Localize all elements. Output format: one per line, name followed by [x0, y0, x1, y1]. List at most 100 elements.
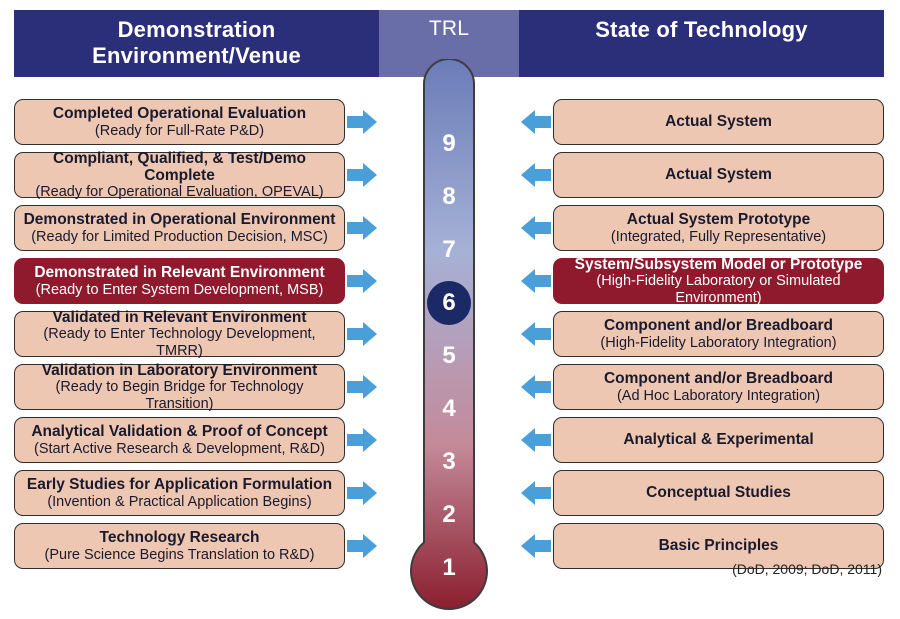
- trl-numbers: 9 8 7 6 5 4 3 2 1: [379, 121, 519, 591]
- left-box-title: Technology Research: [21, 529, 338, 546]
- left-row: Demonstrated in Operational Environment …: [14, 205, 379, 251]
- left-box-title: Compliant, Qualified, & Test/Demo Comple…: [21, 150, 338, 185]
- left-box-sub: (Ready for Limited Production Decision, …: [21, 229, 338, 245]
- arrow-left-icon: [519, 258, 553, 304]
- right-box: Conceptual Studies: [553, 470, 884, 516]
- right-row: Actual System: [519, 99, 884, 145]
- arrow-left-icon: [519, 417, 553, 463]
- right-box-title: Analytical & Experimental: [560, 431, 877, 448]
- left-box-title: Validation in Laboratory Environment: [21, 362, 338, 379]
- left-box-sub: (Invention & Practical Application Begin…: [21, 494, 338, 510]
- arrow-right-icon: [345, 99, 379, 145]
- left-box-sub: (Ready for Full-Rate P&D): [21, 123, 338, 139]
- right-column: Actual System Actual System Actual Syste…: [519, 99, 884, 569]
- header-right: State of Technology: [519, 10, 884, 77]
- right-box-title: Actual System Prototype: [560, 211, 877, 228]
- arrow-right-icon: [345, 364, 379, 410]
- trl-number: 1: [379, 545, 519, 591]
- left-box-sub: (Start Active Research & Development, R&…: [21, 441, 338, 457]
- trl-number: 5: [379, 333, 519, 379]
- trl-number-text: 2: [442, 501, 455, 529]
- right-box-title: Actual System: [560, 113, 877, 130]
- right-box-sub: (Ad Hoc Laboratory Integration): [560, 388, 877, 404]
- left-box-sub: (Pure Science Begins Translation to R&D): [21, 547, 338, 563]
- trl-number: 8: [379, 174, 519, 220]
- trl-number-text: 3: [442, 448, 455, 476]
- left-row: Validated in Relevant Environment (Ready…: [14, 311, 379, 357]
- arrow-left-icon: [519, 152, 553, 198]
- left-box-title: Demonstrated in Relevant Environment: [21, 264, 338, 281]
- right-box-sub: (High-Fidelity Laboratory or Simulated E…: [560, 273, 877, 305]
- left-box-sub: (Ready for Operational Evaluation, OPEVA…: [21, 184, 338, 200]
- trl-number-text: 8: [442, 183, 455, 211]
- arrow-left-icon: [519, 99, 553, 145]
- right-row: Conceptual Studies: [519, 470, 884, 516]
- left-box: Early Studies for Application Formulatio…: [14, 470, 345, 516]
- left-box: Validation in Laboratory Environment (Re…: [14, 364, 345, 410]
- arrow-left-icon: [519, 523, 553, 569]
- left-box: Demonstrated in Relevant Environment (Re…: [14, 258, 345, 304]
- left-row: Technology Research (Pure Science Begins…: [14, 523, 379, 569]
- trl-number-text: 7: [442, 236, 455, 264]
- left-box-title: Analytical Validation & Proof of Concept: [21, 423, 338, 440]
- right-row: Actual System: [519, 152, 884, 198]
- left-box: Compliant, Qualified, & Test/Demo Comple…: [14, 152, 345, 198]
- right-box-title: Component and/or Breadboard: [560, 370, 877, 387]
- arrow-right-icon: [345, 311, 379, 357]
- arrow-right-icon: [345, 470, 379, 516]
- right-row: Component and/or Breadboard (Ad Hoc Labo…: [519, 364, 884, 410]
- right-box: Component and/or Breadboard (High-Fideli…: [553, 311, 884, 357]
- trl-number: 3: [379, 439, 519, 485]
- trl-number-text: 6: [442, 289, 455, 317]
- arrow-left-icon: [519, 470, 553, 516]
- right-box: Component and/or Breadboard (Ad Hoc Labo…: [553, 364, 884, 410]
- left-box: Demonstrated in Operational Environment …: [14, 205, 345, 251]
- right-row: Component and/or Breadboard (High-Fideli…: [519, 311, 884, 357]
- arrow-left-icon: [519, 205, 553, 251]
- trl-number-text: 9: [442, 130, 455, 158]
- right-box: Analytical & Experimental: [553, 417, 884, 463]
- right-box: Actual System: [553, 99, 884, 145]
- left-box: Validated in Relevant Environment (Ready…: [14, 311, 345, 357]
- arrow-left-icon: [519, 364, 553, 410]
- arrow-left-icon: [519, 311, 553, 357]
- right-row: Actual System Prototype (Integrated, Ful…: [519, 205, 884, 251]
- left-row: Analytical Validation & Proof of Concept…: [14, 417, 379, 463]
- trl-number: 7: [379, 227, 519, 273]
- center-column: 9 8 7 6 5 4 3 2 1: [379, 99, 519, 619]
- trl-number: 9: [379, 121, 519, 167]
- trl-number-text: 4: [442, 395, 455, 423]
- right-box-title: System/Subsystem Model or Prototype: [560, 256, 877, 273]
- right-box: Actual System: [553, 152, 884, 198]
- left-box-sub: (Ready to Begin Bridge for Technology Tr…: [21, 379, 338, 411]
- trl-number: 4: [379, 386, 519, 432]
- left-box-title: Validated in Relevant Environment: [21, 309, 338, 326]
- left-box: Technology Research (Pure Science Begins…: [14, 523, 345, 569]
- right-box-title: Conceptual Studies: [560, 484, 877, 501]
- trl-number: 2: [379, 492, 519, 538]
- left-box: Completed Operational Evaluation (Ready …: [14, 99, 345, 145]
- right-box: System/Subsystem Model or Prototype (Hig…: [553, 258, 884, 304]
- left-box-sub: (Ready to Enter System Development, MSB): [21, 282, 338, 298]
- trl-number-text: 1: [442, 554, 455, 582]
- arrow-right-icon: [345, 152, 379, 198]
- right-box-title: Actual System: [560, 166, 877, 183]
- arrow-right-icon: [345, 258, 379, 304]
- diagram-grid: Completed Operational Evaluation (Ready …: [14, 99, 886, 619]
- header-left: Demonstration Environment/Venue: [14, 10, 379, 77]
- right-box-title: Component and/or Breadboard: [560, 317, 877, 334]
- left-box-sub: (Ready to Enter Technology Development, …: [21, 326, 338, 358]
- trl-number-text: 5: [442, 342, 455, 370]
- arrow-right-icon: [345, 523, 379, 569]
- left-row: Completed Operational Evaluation (Ready …: [14, 99, 379, 145]
- left-box-title: Completed Operational Evaluation: [21, 105, 338, 122]
- left-row: Compliant, Qualified, & Test/Demo Comple…: [14, 152, 379, 198]
- arrow-right-icon: [345, 417, 379, 463]
- right-row: Analytical & Experimental: [519, 417, 884, 463]
- right-row: System/Subsystem Model or Prototype (Hig…: [519, 258, 884, 304]
- left-column: Completed Operational Evaluation (Ready …: [14, 99, 379, 569]
- arrow-right-icon: [345, 205, 379, 251]
- right-box-sub: (High-Fidelity Laboratory Integration): [560, 335, 877, 351]
- left-box-title: Early Studies for Application Formulatio…: [21, 476, 338, 493]
- right-box: Actual System Prototype (Integrated, Ful…: [553, 205, 884, 251]
